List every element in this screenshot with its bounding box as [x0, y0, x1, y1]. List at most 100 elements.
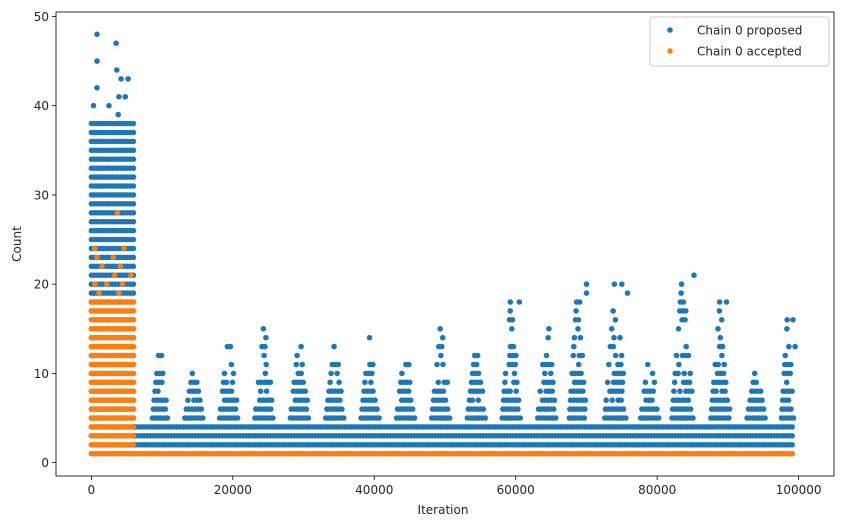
proposed-point: [609, 397, 615, 404]
proposed-point: [338, 388, 344, 395]
accepted-point: [111, 272, 118, 279]
proposed-point: [331, 343, 337, 350]
y-tick-label: 40: [34, 99, 49, 113]
accepted-point: [130, 326, 137, 332]
proposed-point: [305, 415, 312, 421]
proposed-point: [122, 94, 129, 100]
proposed-point: [788, 406, 794, 412]
accepted-point: [119, 281, 126, 288]
proposed-point: [753, 379, 759, 386]
proposed-point: [678, 281, 685, 288]
proposed-point: [578, 370, 584, 377]
proposed-point: [162, 406, 169, 412]
proposed-point: [548, 361, 555, 368]
proposed-point: [612, 317, 619, 323]
proposed-point: [682, 317, 688, 323]
proposed-point: [407, 379, 413, 386]
proposed-point: [507, 308, 513, 314]
proposed-point: [576, 299, 583, 305]
proposed-point: [502, 370, 509, 377]
proposed-point: [686, 379, 693, 386]
proposed-point: [257, 388, 264, 395]
proposed-point: [642, 379, 649, 386]
proposed-point: [724, 397, 731, 404]
proposed-point: [374, 406, 380, 412]
proposed-point: [268, 406, 274, 412]
proposed-point: [719, 352, 725, 359]
accepted-point: [789, 450, 795, 457]
proposed-point: [581, 415, 588, 421]
proposed-point: [480, 406, 487, 412]
proposed-point: [649, 397, 655, 404]
proposed-point: [474, 352, 481, 359]
proposed-point: [106, 102, 112, 109]
proposed-point: [195, 388, 202, 395]
proposed-point: [717, 334, 724, 341]
proposed-point: [582, 406, 588, 412]
proposed-point: [439, 343, 445, 350]
proposed-point: [337, 397, 343, 404]
legend-marker-proposed: [667, 27, 673, 33]
proposed-point: [580, 388, 586, 395]
proposed-point: [130, 245, 137, 252]
proposed-point: [411, 415, 418, 421]
proposed-point: [570, 352, 577, 359]
proposed-point: [341, 415, 347, 421]
legend: Chain 0 proposed Chain 0 accepted: [649, 16, 830, 67]
proposed-point: [715, 326, 721, 332]
legend-marker-accepted: [667, 48, 673, 54]
proposed-point: [792, 343, 798, 350]
proposed-point: [511, 370, 518, 377]
accepted-point: [99, 263, 105, 270]
proposed-point: [785, 397, 792, 404]
proposed-point: [723, 379, 729, 386]
proposed-point: [366, 334, 373, 341]
proposed-point: [233, 397, 240, 404]
proposed-point: [516, 299, 523, 305]
proposed-point: [299, 361, 306, 368]
proposed-point: [649, 370, 656, 377]
accepted-point: [114, 210, 121, 216]
proposed-point: [760, 406, 767, 412]
proposed-point: [437, 326, 444, 332]
proposed-point: [130, 227, 137, 234]
proposed-point: [293, 361, 300, 368]
proposed-point: [690, 415, 696, 421]
proposed-point: [94, 31, 100, 38]
proposed-point: [654, 406, 660, 412]
proposed-point: [230, 370, 237, 377]
accepted-point: [130, 442, 137, 448]
proposed-point: [263, 334, 269, 341]
proposed-point: [650, 388, 656, 395]
y-tick-label: 10: [34, 367, 49, 381]
proposed-point: [718, 317, 725, 323]
proposed-point: [200, 415, 206, 421]
proposed-point: [442, 397, 449, 404]
proposed-point: [618, 352, 625, 359]
accepted-point: [130, 343, 137, 350]
proposed-point: [542, 370, 548, 377]
proposed-point: [550, 406, 557, 412]
proposed-point: [228, 388, 235, 395]
y-axis: 0 10 20 30 40 50: [34, 10, 56, 470]
proposed-point: [571, 343, 577, 350]
proposed-point: [475, 397, 482, 404]
proposed-point: [517, 415, 523, 421]
proposed-point: [372, 397, 378, 404]
proposed-point: [784, 326, 790, 332]
accepted-point: [128, 272, 134, 279]
proposed-point: [262, 370, 269, 377]
proposed-point: [782, 352, 789, 359]
proposed-point: [130, 147, 137, 154]
proposed-point: [113, 40, 119, 46]
proposed-point: [722, 388, 728, 395]
proposed-point: [513, 388, 519, 395]
proposed-point: [579, 352, 586, 359]
accepted-point: [130, 370, 137, 377]
accepted-point: [130, 308, 137, 314]
proposed-point: [158, 352, 165, 359]
accepted-point: [130, 299, 137, 305]
proposed-point: [619, 388, 625, 395]
proposed-point: [575, 361, 582, 368]
